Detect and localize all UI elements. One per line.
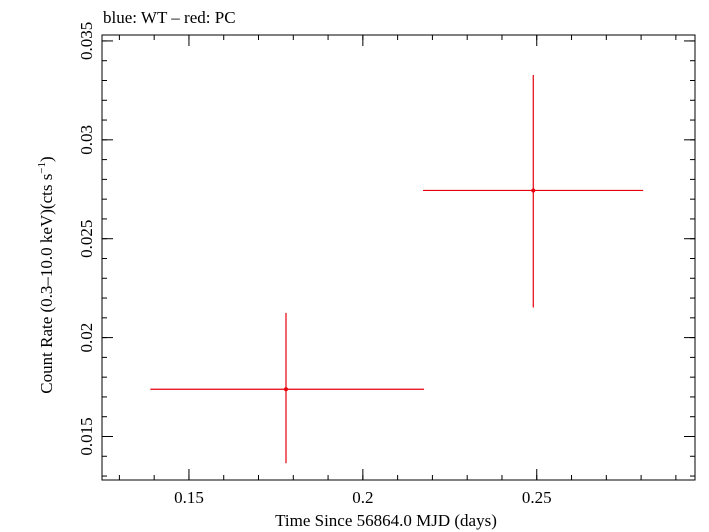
x-tick-labels: 0.15 0.2 0.25	[174, 488, 552, 507]
series-layer	[150, 74, 644, 464]
x-axis-label: Time Since 56864.0 MJD (days)	[275, 511, 497, 530]
data-point	[423, 74, 644, 308]
y-axis-label-exponent: −1	[36, 162, 48, 174]
y-tick-label: 0.025	[77, 220, 96, 258]
minor-ticks	[102, 35, 695, 480]
point-marker	[283, 387, 288, 392]
chart-title: blue: WT – red: PC	[103, 8, 236, 27]
y-tick-label: 0.035	[77, 22, 96, 60]
plot-frame	[101, 34, 696, 481]
y-tick-label: 0.03	[77, 125, 96, 155]
y-axis-label: Count Rate (0.3–10.0 keV)(cts s−1)	[36, 156, 56, 393]
major-ticks	[102, 35, 695, 480]
y-axis-label-main: Count Rate (0.3–10.0 keV)(cts s	[37, 174, 56, 394]
x-tick-label: 0.2	[352, 488, 373, 507]
y-axis-label-close: )	[37, 156, 56, 162]
y-tick-labels: 0.015 0.02 0.025 0.03 0.035	[77, 22, 96, 456]
x-tick-label: 0.15	[174, 488, 204, 507]
point-marker	[531, 188, 536, 193]
x-tick-label: 0.25	[522, 488, 552, 507]
data-point	[150, 312, 425, 464]
y-tick-label: 0.02	[77, 323, 96, 353]
y-tick-label: 0.015	[77, 417, 96, 455]
